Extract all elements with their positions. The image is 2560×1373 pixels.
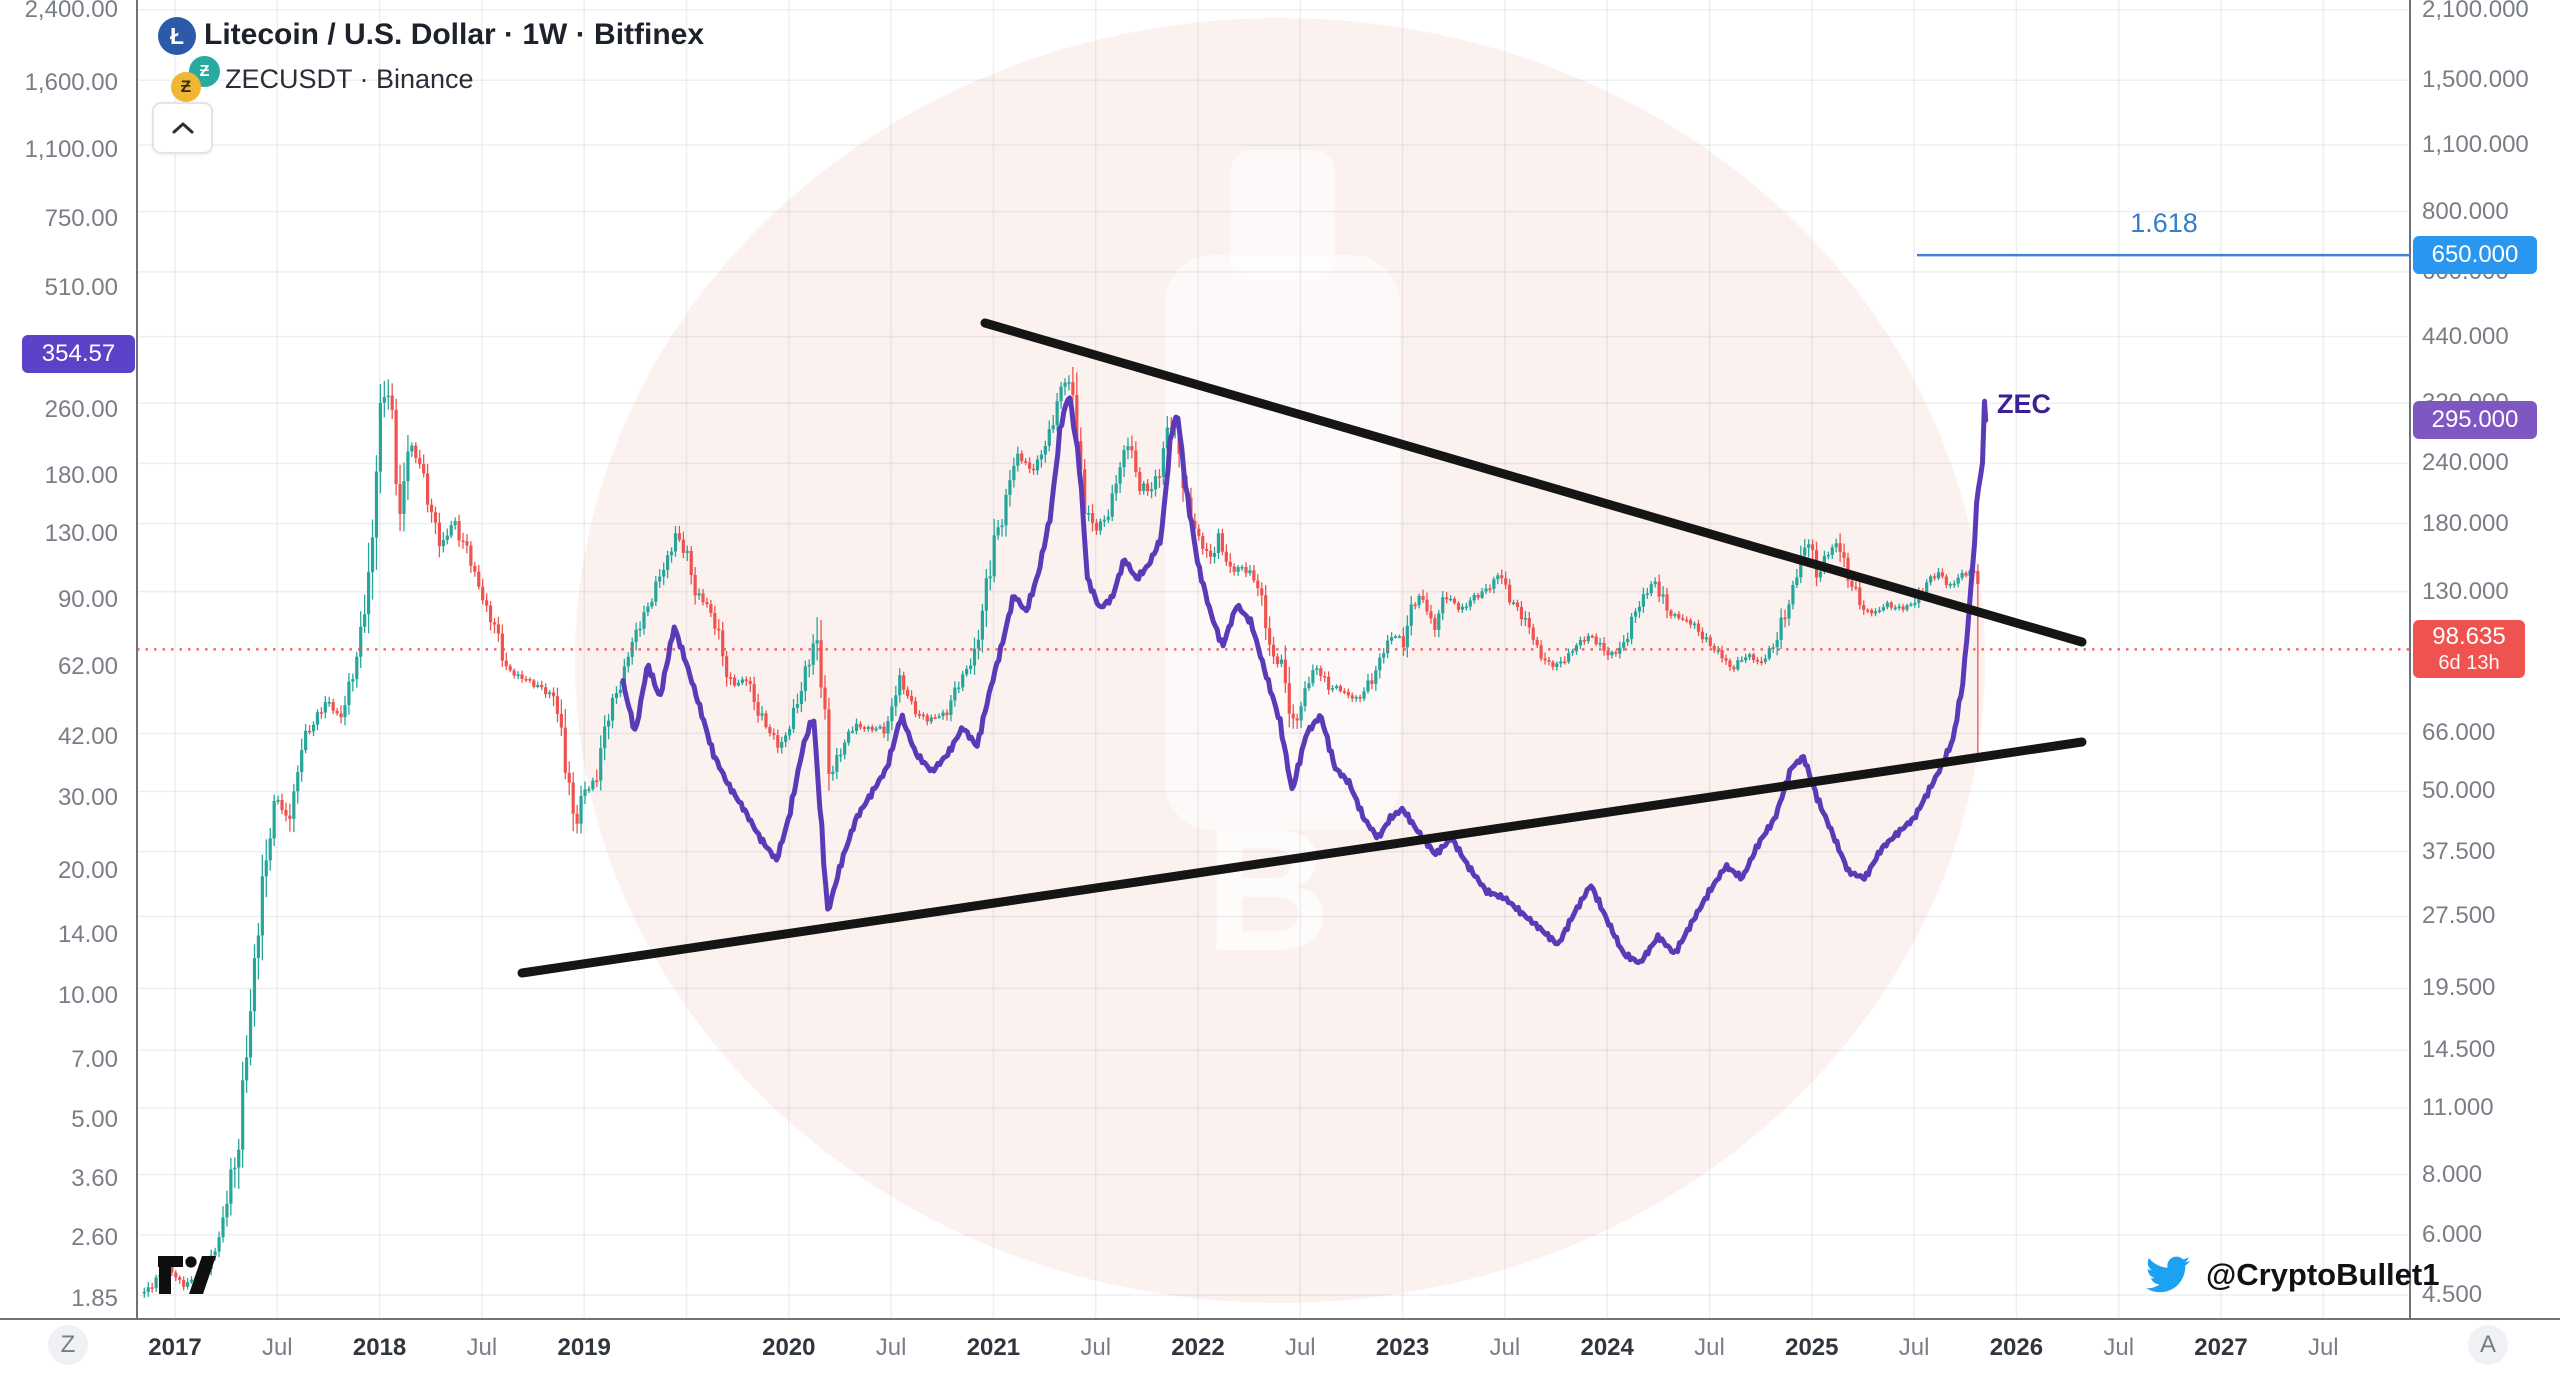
left-axis-tick: 750.00 (44, 205, 118, 233)
time-axis-label: 2021 (966, 1334, 1021, 1361)
timezone-button[interactable]: Z (48, 1325, 88, 1365)
left-axis-tick: 14.00 (57, 920, 118, 948)
fib-level-label[interactable]: 1.618 (2130, 208, 2198, 238)
bar-countdown: 6d 13h (2438, 652, 2500, 675)
time-axis-label: Jul (2103, 1334, 2135, 1361)
left-axis-tick: 62.00 (57, 653, 118, 681)
zcash-gold-icon: Ƶ (171, 72, 201, 102)
left-axis-tick: 1,600.00 (24, 68, 118, 96)
tradingview-logo[interactable] (158, 1256, 218, 1296)
left-axis-tick: 1,100.00 (24, 136, 118, 164)
time-axis-label: Jul (1080, 1334, 1112, 1361)
right-scale-border (2409, 0, 2411, 1319)
right-axis-tick: 8.000 (2422, 1160, 2483, 1188)
right-axis-tick: 27.500 (2422, 902, 2496, 930)
right-axis-tick: 440.000 (2422, 322, 2509, 350)
left-axis-tick: 130.00 (44, 520, 118, 548)
left-axis-tick: 510.00 (44, 274, 118, 302)
left-axis-tick: 3.60 (71, 1165, 118, 1193)
left-axis-tick: 42.00 (57, 723, 118, 751)
grid (137, 0, 2410, 1318)
right-axis-tick: 37.500 (2422, 837, 2496, 865)
auto-scale-button[interactable]: A (2468, 1325, 2508, 1365)
right-axis-tick: 6.000 (2422, 1220, 2483, 1248)
right-axis-tick: 130.000 (2422, 577, 2509, 605)
time-axis-label: Jul (1489, 1334, 1521, 1361)
time-axis-label: 2019 (557, 1334, 611, 1361)
litecoin-icon: Ł (158, 17, 196, 55)
time-axis-label: 2023 (1375, 1334, 1430, 1361)
time-axis-label: Jul (1694, 1334, 1725, 1361)
zec-series-label: ZEC (1997, 389, 2051, 419)
ltc-price-badge: 354.57 (22, 334, 135, 373)
symbol-title[interactable]: Litecoin / U.S. Dollar · 1W · Bitfinex (204, 18, 705, 51)
collapse-legend-button[interactable] (152, 102, 213, 154)
ltc-candles (142, 367, 1980, 1298)
time-axis-label: 2027 (2194, 1334, 2248, 1361)
time-axis-label: Jul (1284, 1334, 1316, 1361)
left-axis-tick: 1.85 (71, 1284, 118, 1312)
right-axis-tick: 19.500 (2422, 974, 2496, 1002)
time-axis-label: 2020 (762, 1334, 816, 1361)
time-axis-label: Jul (261, 1334, 293, 1361)
overlay-symbol-title[interactable]: ZECUSDT · Binance (225, 64, 474, 94)
left-axis-tick: 2.60 (71, 1223, 118, 1251)
time-axis-label: 2024 (1580, 1334, 1634, 1361)
twitter-icon (2146, 1256, 2191, 1293)
right-axis-tick: 1,100.000 (2422, 131, 2529, 159)
right-axis-tick: 2,100.000 (2422, 0, 2529, 23)
right-axis-tick: 800.000 (2422, 197, 2509, 225)
time-axis-label: 2025 (1785, 1334, 1839, 1361)
left-axis-tick: 10.00 (57, 981, 118, 1009)
fib-650-badge: 650.000 (2413, 236, 2537, 275)
upper-trendline[interactable] (980, 318, 2087, 647)
left-axis-tick: 20.00 (57, 856, 118, 884)
chevron-up-icon (172, 122, 193, 134)
right-axis-tick: 240.000 (2422, 449, 2509, 477)
left-axis-tick: 260.00 (44, 395, 118, 423)
right-axis-tick: 4.500 (2422, 1280, 2483, 1308)
left-axis-tick: 30.00 (57, 783, 118, 811)
left-scale-border (136, 0, 138, 1319)
right-axis-tick: 14.500 (2422, 1036, 2496, 1064)
last-price-countdown-badge: 98.635 6d 13h (2413, 620, 2525, 679)
author-attribution: @CryptoBullet1 (2146, 1256, 2439, 1294)
left-axis-tick: 90.00 (57, 586, 118, 614)
twitter-handle: @CryptoBullet1 (2206, 1257, 2440, 1292)
right-axis-tick: 11.000 (2422, 1094, 2494, 1122)
zec-overlay-line[interactable] (620, 395, 1989, 966)
right-axis-tick: 50.000 (2422, 777, 2496, 805)
right-axis-tick: 66.000 (2422, 719, 2496, 747)
time-scale-border (0, 1318, 2560, 1320)
last-price-value: 98.635 (2432, 623, 2506, 651)
left-axis-tick: 5.00 (71, 1106, 118, 1134)
right-axis-tick: 180.000 (2422, 509, 2509, 537)
time-axis-label: 2026 (1989, 1334, 2044, 1361)
time-axis-label: 2017 (148, 1334, 202, 1361)
time-axis-label: Jul (466, 1334, 498, 1361)
time-axis-label: 2018 (352, 1334, 407, 1361)
time-axis-label: Jul (875, 1334, 907, 1361)
time-axis-label: Jul (2307, 1334, 2339, 1361)
left-axis-tick: 180.00 (44, 461, 118, 489)
right-axis-tick: 1,500.000 (2422, 66, 2529, 94)
lower-trendline[interactable] (517, 737, 2087, 978)
left-axis-tick: 7.00 (71, 1045, 118, 1073)
time-axis-label: Jul (1898, 1334, 1930, 1361)
time-axis-label: 2022 (1171, 1334, 1225, 1361)
zec-price-badge: 295.000 (2413, 401, 2537, 440)
left-axis-tick: 2,400.00 (24, 0, 118, 23)
